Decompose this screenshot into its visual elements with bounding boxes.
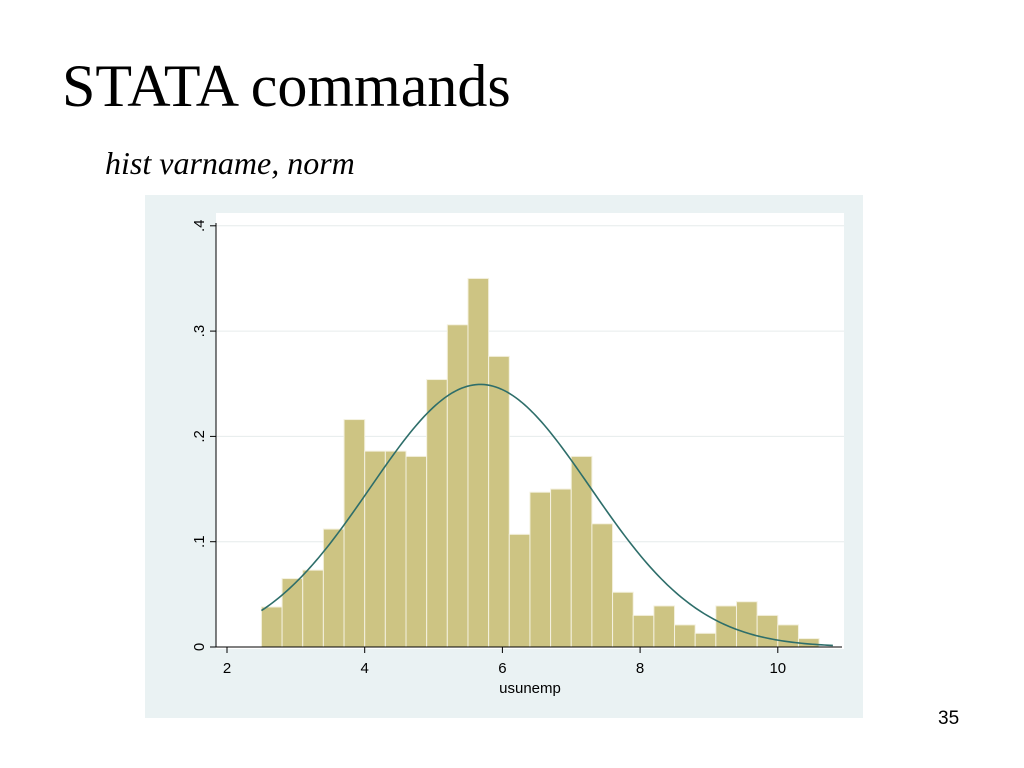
x-tick-label: 6 — [498, 660, 506, 677]
histogram-bars — [260, 277, 820, 648]
slide-subtitle: hist varname, norm — [105, 145, 355, 181]
x-tick-label: 10 — [769, 660, 786, 677]
histogram-bar — [446, 324, 469, 648]
histogram-bar — [302, 569, 324, 648]
histogram-bar — [550, 488, 572, 648]
x-tick-label: 8 — [636, 660, 644, 677]
histogram-bar — [488, 355, 510, 648]
y-tick-label: .2 — [191, 430, 208, 443]
x-axis-title: usunemp — [499, 680, 561, 697]
y-tick-label: .3 — [191, 325, 208, 338]
histogram-bar — [591, 523, 614, 648]
histogram-bar — [735, 601, 758, 648]
histogram-bar — [467, 277, 490, 648]
y-tick-label: .4 — [191, 220, 208, 233]
histogram-chart: 2 4 6 8 10 0 .1 .2 .3 .4 usunemp — [191, 213, 844, 697]
histogram-bar — [384, 450, 407, 648]
chart-panel: 2 4 6 8 10 0 .1 .2 .3 .4 usunemp — [145, 195, 863, 718]
x-tick-label: 2 — [223, 660, 231, 677]
y-tick-label: 0 — [191, 643, 208, 651]
page-number: 35 — [938, 708, 960, 729]
histogram-bar — [674, 624, 696, 648]
histogram-bar — [715, 605, 737, 648]
histogram-bar — [281, 578, 304, 648]
slide-title: STATA commands — [62, 53, 511, 119]
gridlines — [216, 225, 844, 543]
histogram-bar — [777, 624, 799, 648]
histogram-bar — [653, 605, 676, 648]
histogram-bar — [612, 591, 634, 648]
histogram-bar — [632, 614, 655, 648]
histogram-bar — [260, 606, 283, 648]
y-tick-label: .1 — [191, 535, 208, 548]
histogram-bar — [405, 455, 428, 648]
histogram-bar — [508, 533, 531, 648]
histogram-bar — [426, 379, 448, 648]
normal-density-curve — [260, 383, 833, 647]
histogram-bar — [756, 614, 779, 648]
histogram-bar — [343, 419, 366, 648]
histogram-bar — [694, 632, 717, 648]
axes: 2 4 6 8 10 0 .1 .2 .3 .4 — [191, 220, 842, 677]
x-tick-label: 4 — [361, 660, 369, 677]
histogram-bar — [529, 491, 552, 648]
